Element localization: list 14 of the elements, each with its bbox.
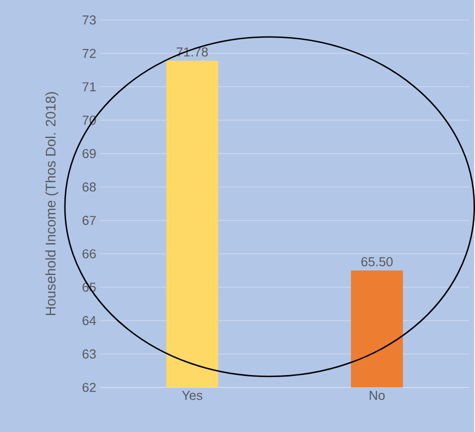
- y-tick-label: 68: [82, 182, 96, 192]
- data-label: 65.50: [361, 256, 393, 266]
- y-tick-label: 73: [82, 15, 96, 24]
- y-tick-label: 62: [82, 382, 96, 392]
- y-tick-label: 72: [82, 48, 96, 58]
- y-tick-label: 64: [82, 316, 96, 326]
- y-tick-label: 67: [82, 216, 96, 225]
- y-axis-title: Household Income (Thos Dol. 2018): [45, 92, 58, 315]
- y-tick-label: 69: [82, 148, 96, 158]
- x-tick-label: No: [370, 390, 385, 400]
- y-tick-label: 63: [82, 349, 96, 358]
- x-tick-label: Yes: [182, 390, 202, 400]
- y-tick-label: 66: [82, 249, 96, 258]
- y-tick-label: 71: [82, 82, 96, 92]
